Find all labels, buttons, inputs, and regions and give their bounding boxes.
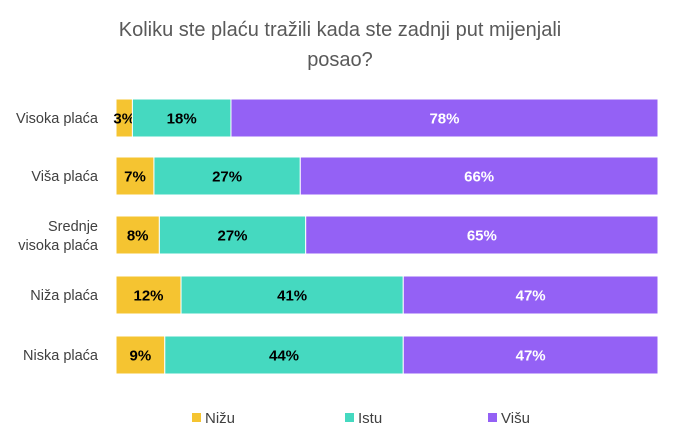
data-label: 9% bbox=[130, 348, 152, 365]
chart-title-line-2: posao? bbox=[307, 49, 373, 71]
category-label: Niža plaća bbox=[30, 288, 99, 304]
data-label: 18% bbox=[167, 111, 197, 128]
data-label: 27% bbox=[212, 169, 242, 186]
bar-segment bbox=[153, 156, 301, 196]
category-label: Niska plaća bbox=[23, 348, 99, 364]
bar-segment bbox=[402, 335, 659, 375]
category-label: Visoka plaća bbox=[16, 111, 99, 127]
data-label: 7% bbox=[124, 169, 146, 186]
category-label: Srednje visoka plaća bbox=[18, 219, 99, 254]
data-label: 12% bbox=[134, 288, 164, 305]
bar-segment bbox=[299, 156, 659, 196]
data-label: 78% bbox=[429, 111, 459, 128]
legend-label: Višu bbox=[501, 410, 530, 427]
data-label: 47% bbox=[516, 348, 546, 365]
bar-segment bbox=[115, 215, 160, 255]
data-label: 3% bbox=[113, 111, 135, 128]
legend-swatch bbox=[345, 413, 354, 422]
data-label: 44% bbox=[269, 348, 299, 365]
bar-segment bbox=[305, 215, 659, 255]
data-label: 8% bbox=[127, 228, 149, 245]
bar-segment bbox=[115, 156, 155, 196]
bar-segment bbox=[180, 275, 404, 315]
legend-swatch bbox=[488, 413, 497, 422]
bar-segment bbox=[164, 335, 404, 375]
plot-area: Visoka plaća 3% 18% 78% Viša plaća 7% 27% 66% Sr… bbox=[16, 98, 659, 375]
legend-swatch bbox=[192, 413, 201, 422]
legend: Nižu Istu Višu bbox=[192, 410, 530, 427]
bar-segment bbox=[115, 335, 166, 375]
data-label: 41% bbox=[277, 288, 307, 305]
legend-label: Nižu bbox=[205, 410, 235, 427]
legend-label: Istu bbox=[358, 410, 382, 427]
data-label: 65% bbox=[467, 228, 497, 245]
data-label: 66% bbox=[464, 169, 494, 186]
data-label: 47% bbox=[516, 288, 546, 305]
bar-segment bbox=[115, 275, 182, 315]
bar-segment bbox=[131, 98, 232, 138]
bar-segment bbox=[402, 275, 659, 315]
bar-segment bbox=[230, 98, 659, 138]
category-label: Viša plaća bbox=[31, 169, 99, 185]
data-label: 27% bbox=[218, 228, 248, 245]
chart-title-line-1: Koliku ste plaću tražili kada ste zadnji… bbox=[119, 19, 561, 41]
